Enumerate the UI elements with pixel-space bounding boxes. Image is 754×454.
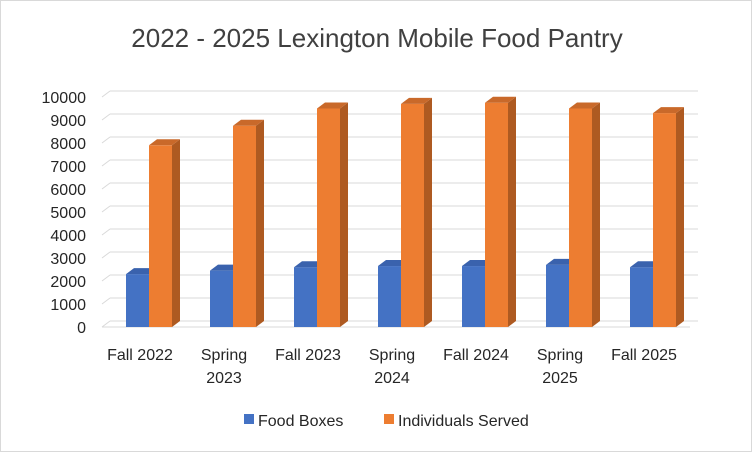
bar-individuals-served	[233, 119, 264, 327]
x-tick-label: Fall 2025	[611, 347, 677, 364]
bar-front	[485, 102, 508, 327]
y-tick-label: 3000	[50, 251, 86, 268]
bar-front	[317, 108, 340, 327]
bar-side	[256, 119, 264, 327]
gridline-edge	[101, 90, 111, 98]
bar-top	[317, 102, 348, 109]
legend-swatch	[384, 414, 394, 424]
bar-individuals-served	[149, 139, 180, 327]
bar-front	[210, 270, 233, 327]
bars	[126, 96, 684, 328]
bar-top	[233, 119, 264, 126]
bar-front	[126, 274, 149, 327]
gridline-edge	[101, 205, 111, 213]
bar-top	[485, 96, 516, 103]
x-tick-label: Fall 2022	[107, 347, 173, 364]
y-tick-label: 1000	[50, 297, 86, 314]
y-tick-label: 0	[77, 320, 86, 337]
gridline-edge	[101, 159, 111, 167]
x-tick-label: Spring	[369, 347, 415, 364]
y-axis: 0 1000 2000 3000 4000 5000 6000 7000 8000 9000 100…	[42, 90, 87, 337]
legend: Food Boxes Individuals Served	[244, 413, 529, 430]
bar-front	[630, 267, 653, 327]
bar-individuals-served	[485, 96, 516, 327]
bar-front	[462, 266, 485, 327]
legend-label: Food Boxes	[258, 413, 343, 430]
bar-top	[401, 97, 432, 104]
bar-front	[233, 125, 256, 327]
gridline-edge	[101, 297, 111, 305]
bar-side	[508, 96, 516, 327]
x-tick-label: Spring	[537, 347, 583, 364]
bar-front	[294, 267, 317, 327]
bar-individuals-served	[317, 102, 348, 327]
x-tick-label: 2023	[206, 370, 242, 387]
bar-front	[569, 108, 592, 327]
gridline-edge	[101, 251, 111, 259]
bar-front	[401, 103, 424, 328]
bar-side	[172, 139, 180, 327]
bar-top	[149, 139, 180, 146]
chart-title: 2022 - 2025 Lexington Mobile Food Pantry	[131, 23, 622, 53]
gridline-edge	[101, 274, 111, 282]
bar-front	[546, 264, 569, 327]
y-tick-label: 7000	[50, 159, 86, 176]
y-tick-label: 2000	[50, 274, 86, 291]
x-tick-label: 2025	[542, 370, 578, 387]
gridline-edge	[101, 320, 111, 328]
x-tick-label: 2024	[374, 370, 410, 387]
x-axis: Fall 2022 Spring 2023 Fall 2023 Spring 2024 Fa…	[107, 347, 677, 387]
y-tick-label: 8000	[50, 136, 86, 153]
gridline-edge	[101, 113, 111, 121]
gridline-edge	[101, 136, 111, 144]
bar-front	[378, 266, 401, 327]
y-tick-label: 9000	[50, 113, 86, 130]
y-tick-label: 5000	[50, 205, 86, 222]
legend-swatch	[244, 414, 254, 424]
bar-front	[149, 145, 172, 327]
bar-side	[340, 102, 348, 327]
bar-front	[653, 113, 676, 327]
bar-side	[424, 97, 432, 328]
x-tick-label: Fall 2023	[275, 347, 341, 364]
x-tick-label: Fall 2024	[443, 347, 509, 364]
bar-side	[676, 107, 684, 327]
bar-top	[653, 107, 684, 114]
legend-label: Individuals Served	[398, 413, 529, 430]
gridline-edge	[101, 228, 111, 236]
y-tick-label: 6000	[50, 182, 86, 199]
bar-individuals-served	[653, 107, 684, 327]
y-tick-label: 10000	[42, 90, 87, 107]
bar-individuals-served	[569, 102, 600, 327]
y-tick-label: 4000	[50, 228, 86, 245]
bar-top	[569, 102, 600, 109]
x-tick-label: Spring	[201, 347, 247, 364]
bar-side	[592, 102, 600, 327]
gridline-edge	[101, 182, 111, 190]
bar-individuals-served	[401, 97, 432, 328]
